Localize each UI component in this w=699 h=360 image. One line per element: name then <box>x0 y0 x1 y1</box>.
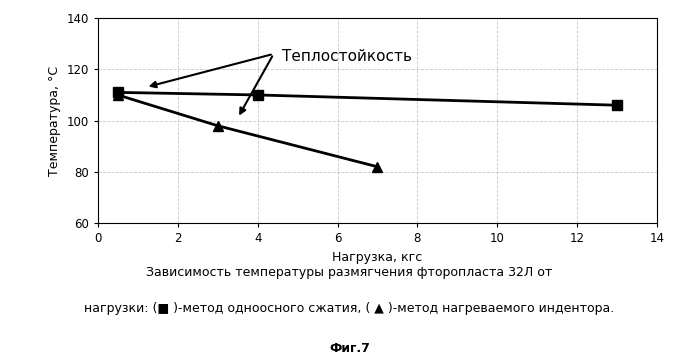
Y-axis label: Температура, °С: Температура, °С <box>48 66 61 176</box>
X-axis label: Нагрузка, кгс: Нагрузка, кгс <box>332 251 423 264</box>
Text: Теплостойкость: Теплостойкость <box>282 49 412 64</box>
Text: Фиг.7: Фиг.7 <box>329 342 370 355</box>
Text: нагрузки: (■ )-метод одноосного сжатия, ( ▲ )-метод нагреваемого индентора.: нагрузки: (■ )-метод одноосного сжатия, … <box>85 302 614 315</box>
Text: Зависимость температуры размягчения фторопласта 32Л от: Зависимость температуры размягчения фтор… <box>146 266 553 279</box>
